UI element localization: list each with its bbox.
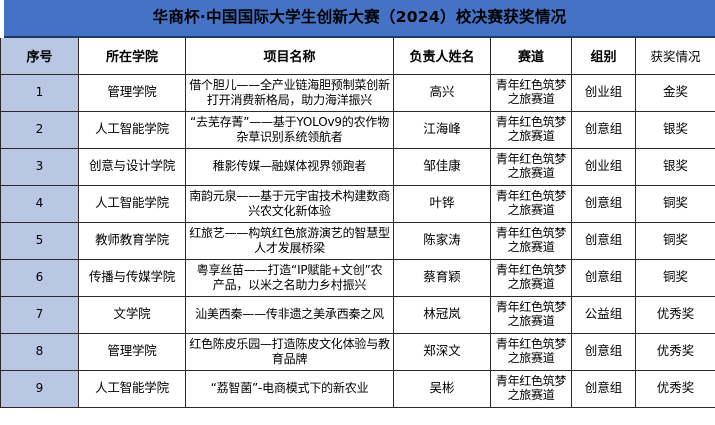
cell-track: 青年红色筑梦 之旅赛道 (490, 369, 572, 408)
cell-college: 创意与设计学院 (78, 147, 186, 186)
column-header-track: 赛道 (490, 38, 572, 75)
cell-group: 创意组 (571, 369, 636, 408)
cell-leader: 林冠岚 (393, 295, 491, 334)
cell-project: 借个胆儿——全产业链海胆预制菜创新 打开消费新格局，助力海洋振兴 (185, 73, 394, 112)
cell-award: 银奖 (635, 147, 715, 186)
cell-index: 1 (0, 73, 79, 112)
cell-index: 6 (0, 258, 79, 297)
cell-college: 传播与传媒学院 (78, 258, 186, 297)
cell-track: 青年红色筑梦 之旅赛道 (490, 73, 572, 112)
cell-college: 管理学院 (78, 332, 186, 371)
cell-project: 稚影传媒—融媒体视界领跑者 (185, 147, 394, 186)
cell-group: 创意组 (571, 184, 636, 223)
document-title-banner: 华商杯·中国国际大学生创新大赛（2024）校决赛获奖情况 (4, 0, 715, 38)
cell-college: 人工智能学院 (78, 369, 186, 408)
cell-leader: 江海峰 (393, 110, 491, 149)
cell-leader: 邹佳康 (393, 147, 491, 186)
table-row: 4 人工智能学院 南韵元泉——基于元宇宙技术构建数商 兴农文化新体验 叶铧 青年红色筑梦之… (0, 184, 715, 223)
cell-project: 粤享丝苗——打造“IP赋能+文创”农 产品，以米之名助力乡村振兴 (185, 258, 394, 297)
cell-award: 铜奖 (635, 258, 715, 297)
cell-leader: 陈家涛 (393, 221, 491, 260)
cell-leader: 郑深文 (393, 332, 491, 371)
cell-leader: 高兴 (393, 73, 491, 112)
cell-index: 2 (0, 110, 79, 149)
column-header-college: 所在学院 (78, 38, 186, 75)
cell-college: 人工智能学院 (78, 110, 186, 149)
cell-project: 红色陈皮乐园—打造陈皮文化体验与教 育品牌 (185, 332, 394, 371)
cell-award: 优秀奖 (635, 369, 715, 408)
table-row: 6 传播与传媒学院 粤享丝苗——打造“IP赋能+文创”农 产品，以米之名助力乡村振兴蔡… (0, 258, 715, 297)
cell-group: 创意组 (571, 332, 636, 371)
column-header-group: 组别 (571, 38, 636, 75)
cell-project: 南韵元泉——基于元宇宙技术构建数商 兴农文化新体验 (185, 184, 394, 223)
cell-project: “去芜存菁”——基于YOLOv9的农作物 杂草识别系统领航者 (185, 110, 394, 149)
cell-award: 优秀奖 (635, 295, 715, 334)
cell-group: 创意组 (571, 110, 636, 149)
table-row: 7 文学院 汕美西秦——传非遗之美承西秦之风 林冠岚 青年红色筑梦 之旅赛道 公益组 优秀奖 (0, 295, 715, 334)
cell-college: 管理学院 (78, 73, 186, 112)
cell-track: 青年红色筑梦 之旅赛道 (490, 147, 572, 186)
cell-track: 青年红色筑梦 之旅赛道 (490, 110, 572, 149)
cell-leader: 吴彬 (393, 369, 491, 408)
cell-award: 金奖 (635, 73, 715, 112)
table-header-row: 序号 所在学院 项目名称 负责人姓名 赛道 组别 获奖情况 (0, 38, 715, 75)
table-row: 2 人工智能学院 “去芜存菁”——基于YOLOv9的农作物 杂草识别系统领航者 江海峰青… (0, 110, 715, 149)
cell-group: 创业组 (571, 147, 636, 186)
page-title: 华商杯·中国国际大学生创新大赛（2024）校决赛获奖情况 (152, 8, 567, 27)
cell-group: 公益组 (571, 295, 636, 334)
cell-project: 汕美西秦——传非遗之美承西秦之风 (185, 295, 394, 334)
table-row: 1 管理学院 借个胆儿——全产业链海胆预制菜创新 打开消费新格局，助力海洋振兴 高兴 青年… (0, 73, 715, 112)
column-header-project: 项目名称 (185, 38, 394, 75)
cell-index: 4 (0, 184, 79, 223)
table-row: 8 管理学院 红色陈皮乐园—打造陈皮文化体验与教 育品牌 郑深文 青年红色筑梦 之旅赛道 创意… (0, 332, 715, 371)
cell-track: 青年红色筑梦 之旅赛道 (490, 184, 572, 223)
table-row: 5 教师教育学院 红旅艺——构筑红色旅游演艺的智慧型 人才发展桥梁 陈家涛 青年红色筑梦之… (0, 221, 715, 260)
cell-leader: 叶铧 (393, 184, 491, 223)
column-header-leader: 负责人姓名 (393, 38, 491, 75)
cell-college: 文学院 (78, 295, 186, 334)
cell-index: 3 (0, 147, 79, 186)
cell-college: 教师教育学院 (78, 221, 186, 260)
cell-index: 7 (0, 295, 79, 334)
cell-group: 创意组 (571, 221, 636, 260)
cell-college: 人工智能学院 (78, 184, 186, 223)
cell-track: 青年红色筑梦 之旅赛道 (490, 258, 572, 297)
cell-group: 创意组 (571, 258, 636, 297)
cell-index: 9 (0, 369, 79, 408)
column-header-index: 序号 (0, 38, 79, 75)
cell-group: 创业组 (571, 73, 636, 112)
cell-track: 青年红色筑梦 之旅赛道 (490, 332, 572, 371)
cell-project: 红旅艺——构筑红色旅游演艺的智慧型 人才发展桥梁 (185, 221, 394, 260)
cell-index: 8 (0, 332, 79, 371)
table-row: 9 人工智能学院 “荔智菌”-电商模式下的新农业 吴彬 青年红色筑梦 之旅赛道 创意组 优秀奖 (0, 369, 715, 408)
cell-leader: 蔡育颖 (393, 258, 491, 297)
column-header-award: 获奖情况 (635, 38, 715, 75)
cell-award: 银奖 (635, 110, 715, 149)
cell-award: 铜奖 (635, 221, 715, 260)
cell-index: 5 (0, 221, 79, 260)
cell-track: 青年红色筑梦 之旅赛道 (490, 221, 572, 260)
cell-project: “荔智菌”-电商模式下的新农业 (185, 369, 394, 408)
table-row: 3 创意与设计学院 稚影传媒—融媒体视界领跑者 邹佳康 青年红色筑梦 之旅赛道 创业组 银奖 (0, 147, 715, 186)
award-results-table: 序号 所在学院 项目名称 负责人姓名 赛道 组别 获奖情况 1 管理学院 借个胆儿—… (0, 38, 715, 408)
cell-award: 铜奖 (635, 184, 715, 223)
cell-track: 青年红色筑梦 之旅赛道 (490, 295, 572, 334)
cell-award: 优秀奖 (635, 332, 715, 371)
table-body: 1 管理学院 借个胆儿——全产业链海胆预制菜创新 打开消费新格局，助力海洋振兴 高兴 青年… (0, 73, 715, 408)
